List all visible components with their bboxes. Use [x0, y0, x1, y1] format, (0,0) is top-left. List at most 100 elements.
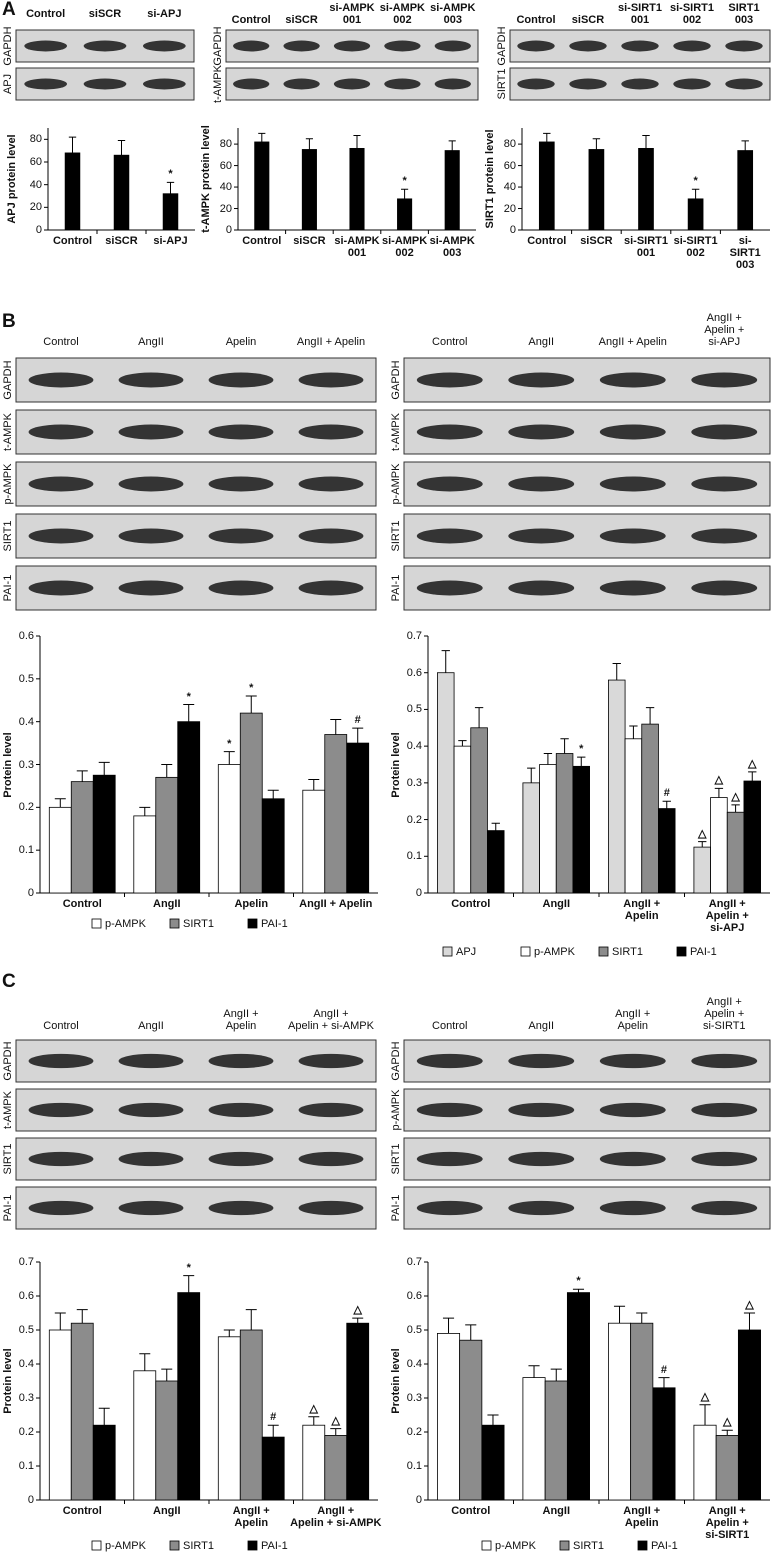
bar: [588, 149, 605, 231]
band: [208, 528, 274, 544]
y-tick-label: 0: [415, 887, 422, 899]
error-bar: [166, 181, 175, 194]
y-tick-label: 0.2: [406, 813, 422, 826]
lane-label: Control: [231, 14, 271, 26]
lane-label: AngII: [528, 1020, 555, 1032]
x-tick-label: si-APJ: [153, 235, 188, 247]
x-tick-label: si-SIRT1 003: [729, 235, 761, 271]
error-bar: [572, 1288, 585, 1293]
row-label: GAPDH: [2, 26, 14, 66]
lane-label: Control: [432, 336, 468, 348]
band: [508, 1200, 575, 1216]
significance-marker: △: [331, 1414, 340, 1427]
y-tick-label: 0.3: [406, 1392, 422, 1404]
row-label: GAPDH: [212, 26, 224, 66]
error-bar: [98, 761, 110, 776]
y-tick-label: 0.4: [406, 740, 422, 753]
x-tick-label: Control: [527, 235, 567, 247]
lane-label: Control: [516, 14, 556, 26]
band: [508, 580, 575, 596]
band: [298, 580, 364, 596]
band: [142, 40, 186, 52]
bar: [261, 798, 285, 894]
band: [118, 476, 184, 492]
lane-label: si-SIRT1 001: [617, 2, 663, 26]
bar: [539, 764, 557, 894]
lane-label: AngII + Apelin + si-AMPK: [288, 1008, 374, 1032]
row-label: GAPDH: [390, 360, 402, 400]
band: [725, 78, 763, 90]
band: [691, 476, 758, 492]
bar: [641, 723, 659, 894]
x-tick-label: Control: [52, 235, 93, 247]
lane-label: AngII + Apelin: [598, 336, 667, 348]
band: [416, 424, 483, 440]
band: [416, 1053, 483, 1069]
error-bar: [592, 138, 601, 150]
band: [434, 78, 471, 90]
y-tick-label: 0.6: [18, 630, 34, 642]
bar: [239, 712, 263, 894]
significance-marker: △: [745, 1299, 754, 1311]
band: [384, 78, 421, 90]
band: [384, 40, 421, 52]
lane-label: si-SIRT1 003: [728, 0, 760, 26]
significance-marker: *: [227, 737, 232, 750]
error-bar: [330, 1428, 342, 1436]
lane-label: AngII + Apelin: [615, 1008, 651, 1032]
band: [621, 40, 659, 52]
band: [691, 1102, 758, 1118]
band: [208, 1200, 274, 1216]
row-label: PAI-1: [2, 1194, 14, 1222]
y-tick-label: 0.5: [18, 1324, 34, 1336]
x-tick-label: Control: [451, 1505, 491, 1517]
y-axis-label: SIRT1 protein level: [484, 129, 496, 229]
error-bar: [527, 767, 536, 783]
bar: [217, 764, 241, 894]
significance-marker: △: [723, 1416, 732, 1429]
band: [83, 40, 127, 52]
band: [517, 78, 555, 90]
lane-label: si-AMPK 003: [430, 2, 476, 26]
band: [416, 1200, 483, 1216]
lane-label: AngII: [138, 336, 164, 348]
band: [24, 40, 68, 52]
bar: [715, 1435, 739, 1501]
band: [599, 424, 666, 440]
legend-label: SIRT1: [573, 1540, 604, 1552]
bar: [177, 1292, 201, 1501]
band: [142, 78, 186, 90]
x-tick-label: siSCR: [580, 235, 613, 247]
significance-marker: *: [186, 1261, 191, 1274]
x-tick-label: siSCR: [105, 235, 138, 247]
lane-label: si-AMPK 001: [329, 2, 375, 26]
row-label: t-AMPK: [390, 413, 402, 451]
error-bar: [352, 1317, 364, 1324]
bar: [70, 781, 94, 894]
legend-label: APJ: [456, 946, 477, 958]
legend-swatch: [169, 918, 180, 929]
y-tick-label: 0.3: [18, 1392, 34, 1404]
band: [118, 372, 184, 388]
significance-marker: △: [748, 757, 757, 770]
y-tick-label: 0.5: [406, 703, 422, 716]
error-bar: [183, 1275, 195, 1293]
bar: [710, 797, 728, 894]
y-tick-label: 0.3: [406, 776, 422, 789]
significance-marker: △: [714, 774, 724, 787]
significance-marker: *: [186, 690, 191, 703]
lane-label: AngII + Apelin + si-SIRT1: [702, 996, 746, 1032]
bar: [638, 147, 654, 231]
band: [599, 1102, 666, 1118]
bar: [155, 1380, 179, 1501]
lane-label: si-AMPK 002: [379, 2, 426, 26]
y-axis-label: Protein level: [2, 1348, 14, 1414]
row-label: t-AMPK: [2, 1091, 14, 1129]
legend-swatch: [598, 946, 609, 957]
error-bar: [245, 1309, 257, 1330]
significance-marker: *: [579, 743, 584, 756]
y-tick-label: 0.1: [406, 850, 422, 863]
x-tick-label: AngII + Apelin + si-SIRT1: [705, 1505, 750, 1541]
error-bar: [258, 132, 266, 142]
